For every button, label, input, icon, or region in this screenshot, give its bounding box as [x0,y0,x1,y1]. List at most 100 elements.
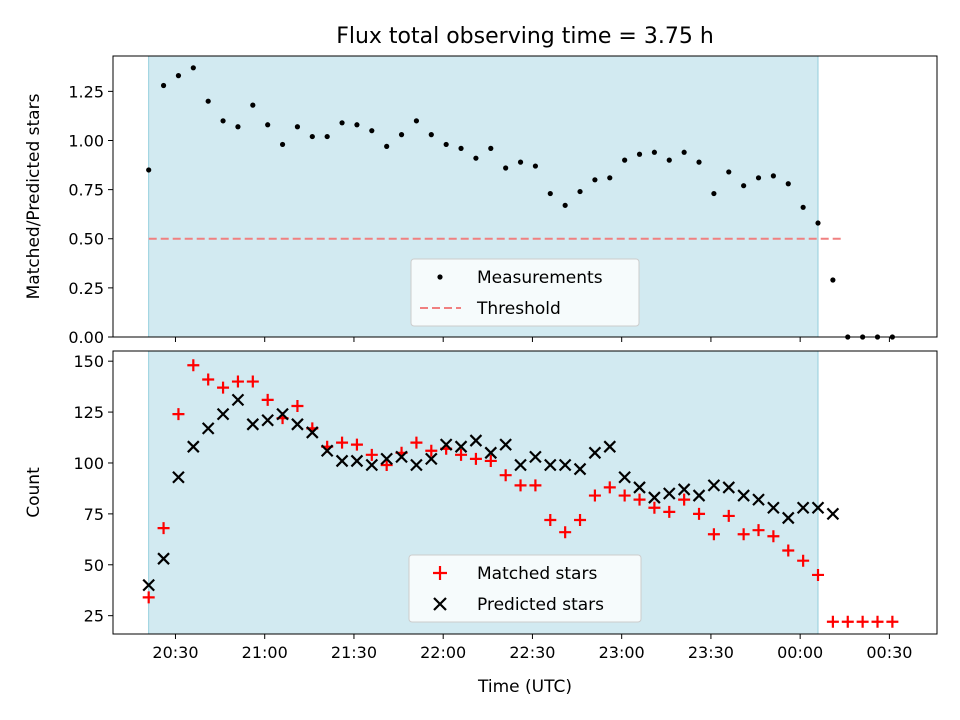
y-tick-label: 0.50 [68,230,104,249]
predicted-star-point [320,444,334,458]
x-tick-label: 22:30 [509,643,555,662]
measurement-point [726,169,732,175]
predicted-star-point [692,489,706,502]
y-tick-label: 100 [73,454,104,473]
measurement-point [309,133,315,140]
matched-star-point [484,454,497,467]
predicted-star-point [410,458,423,472]
x-tick-label: 21:00 [242,643,288,662]
y-tick-label: 1.00 [68,131,104,150]
matched-star-point [336,436,349,449]
count-y-ticks: 25 50 75 100 125 150 [73,352,113,626]
measurement-point [681,149,687,155]
measurement-point [503,165,509,171]
matched-star-point [737,528,750,541]
predicted-star-point [439,438,453,451]
predicted-star-point [365,458,379,472]
matched-star-point [752,524,765,537]
matched-star-point [797,554,810,567]
measurement-point [443,141,449,148]
predicted-star-point [142,578,155,592]
predicted-star-point [662,487,676,500]
predicted-star-point [752,493,765,506]
measurement-point [592,177,598,183]
measurement-point [369,128,375,134]
predicted-star-point [603,440,617,453]
predicted-star-point [484,446,498,460]
measurement-point [294,124,301,130]
ratio-legend: Measurements Threshold [410,258,640,327]
measurement-point [265,122,271,128]
predicted-star-point [380,452,393,466]
predicted-star-point [291,418,304,431]
predicted-star-point [633,481,646,494]
measurement-point [398,132,405,138]
measurement-point [473,155,479,161]
predicted-star-point [514,458,527,472]
measurement-point [562,202,568,208]
x-tick-label: 00:30 [866,643,912,662]
matched-star-point [574,513,587,526]
predicted-star-points [142,393,840,592]
matched-star-point [812,568,825,581]
matched-star-point [588,489,601,502]
matched-star-point [856,615,869,628]
matched-star-point [603,481,616,494]
x-tick-label: 21:30 [331,643,377,662]
matched-star-point [514,479,527,492]
measurement-point [384,143,390,149]
measurement-point [532,163,539,169]
predicted-star-point [276,407,289,421]
matched-legend-label: Matched stars [477,564,597,584]
y-tick-label: 50 [84,556,104,575]
x-tick-label: 20:30 [152,643,198,662]
x-tick-label: 22:00 [420,643,466,662]
matched-star-point [826,615,839,628]
predicted-star-point [395,450,408,464]
measurement-point [815,220,821,226]
count-panel: 25 50 75 100 125 150 20:30 21:00 21:30 22:00 22:3… [24,350,938,697]
measurement-point [205,98,211,104]
x-tick-label: 23:00 [599,643,645,662]
ratio-axes-frame [112,55,938,338]
measurement-point [517,159,524,165]
matched-star-point [231,375,244,388]
matched-star-point [261,393,274,406]
x-tick-label: 00:00 [777,643,823,662]
measurement-point [279,141,286,148]
measurement-point [146,167,152,173]
count-x-ticks: 20:30 21:00 21:30 22:00 22:30 23:00 23:30 00:00… [152,634,912,662]
predicted-star-point [454,440,468,453]
measurement-point [413,118,420,124]
measurement-point [324,133,330,140]
predicted-legend-label: Predicted stars [477,595,604,615]
measurement-point [696,159,702,165]
predicted-star-point [648,491,661,504]
measurement-point [741,183,747,189]
y-tick-label: 150 [73,352,104,371]
measurement-point [175,73,182,79]
x-axis-label: Time (UTC) [477,677,572,697]
measurement-legend-marker [437,274,443,280]
matched-star-point [886,615,899,628]
predicted-star-point [529,450,542,464]
matched-star-point [648,501,661,514]
predicted-star-point [172,470,185,484]
measurement-point [354,122,360,128]
predicted-star-point [558,458,572,472]
matched-star-point [425,444,438,457]
predicted-star-point [350,454,364,468]
predicted-star-point [707,479,721,492]
matched-star-point [707,528,720,541]
matched-star-point [365,448,378,461]
measurement-point [607,175,613,181]
y-tick-label: 0.75 [68,181,104,200]
predicted-star-point [573,462,587,476]
measurement-point [547,190,553,197]
y-tick-label: 1.25 [68,82,104,101]
measurement-point [651,149,658,155]
matched-star-point [410,436,423,449]
ratio-x-ticks [174,337,890,342]
matched-star-point [187,359,200,372]
